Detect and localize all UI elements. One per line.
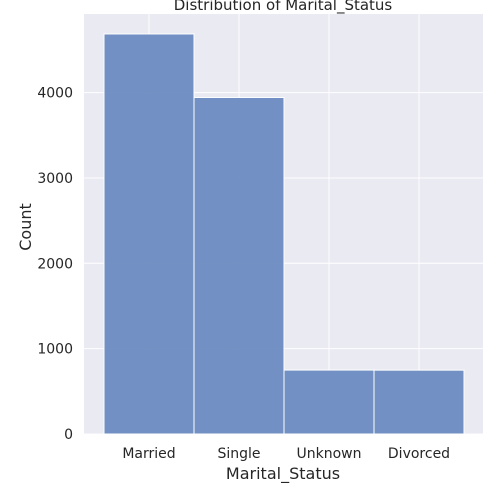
x-tick-label: Divorced bbox=[388, 446, 450, 462]
y-tick-label: 3000 bbox=[37, 171, 73, 187]
y-tick-label: 0 bbox=[64, 427, 73, 443]
bar-married bbox=[103, 33, 195, 435]
x-tick-labels: Married Single Unknown Divorced bbox=[122, 446, 450, 462]
y-tick-label: 2000 bbox=[37, 256, 73, 272]
x-tick-label: Unknown bbox=[297, 446, 362, 462]
bar-unknown bbox=[283, 369, 375, 435]
x-tick-label: Single bbox=[217, 446, 260, 462]
y-tick-label: 4000 bbox=[37, 86, 73, 102]
bar-single bbox=[193, 96, 285, 435]
chart-title: Distribution of Marital_Status bbox=[174, 0, 393, 15]
y-axis-label: Count bbox=[16, 203, 35, 251]
y-tick-label: 1000 bbox=[37, 342, 73, 358]
bar-divorced bbox=[373, 369, 465, 435]
bars bbox=[103, 33, 465, 435]
x-tick-label: Married bbox=[122, 446, 175, 462]
x-axis-label: Marital_Status bbox=[226, 464, 340, 484]
y-tick-labels: 0 1000 2000 3000 4000 bbox=[37, 86, 73, 443]
